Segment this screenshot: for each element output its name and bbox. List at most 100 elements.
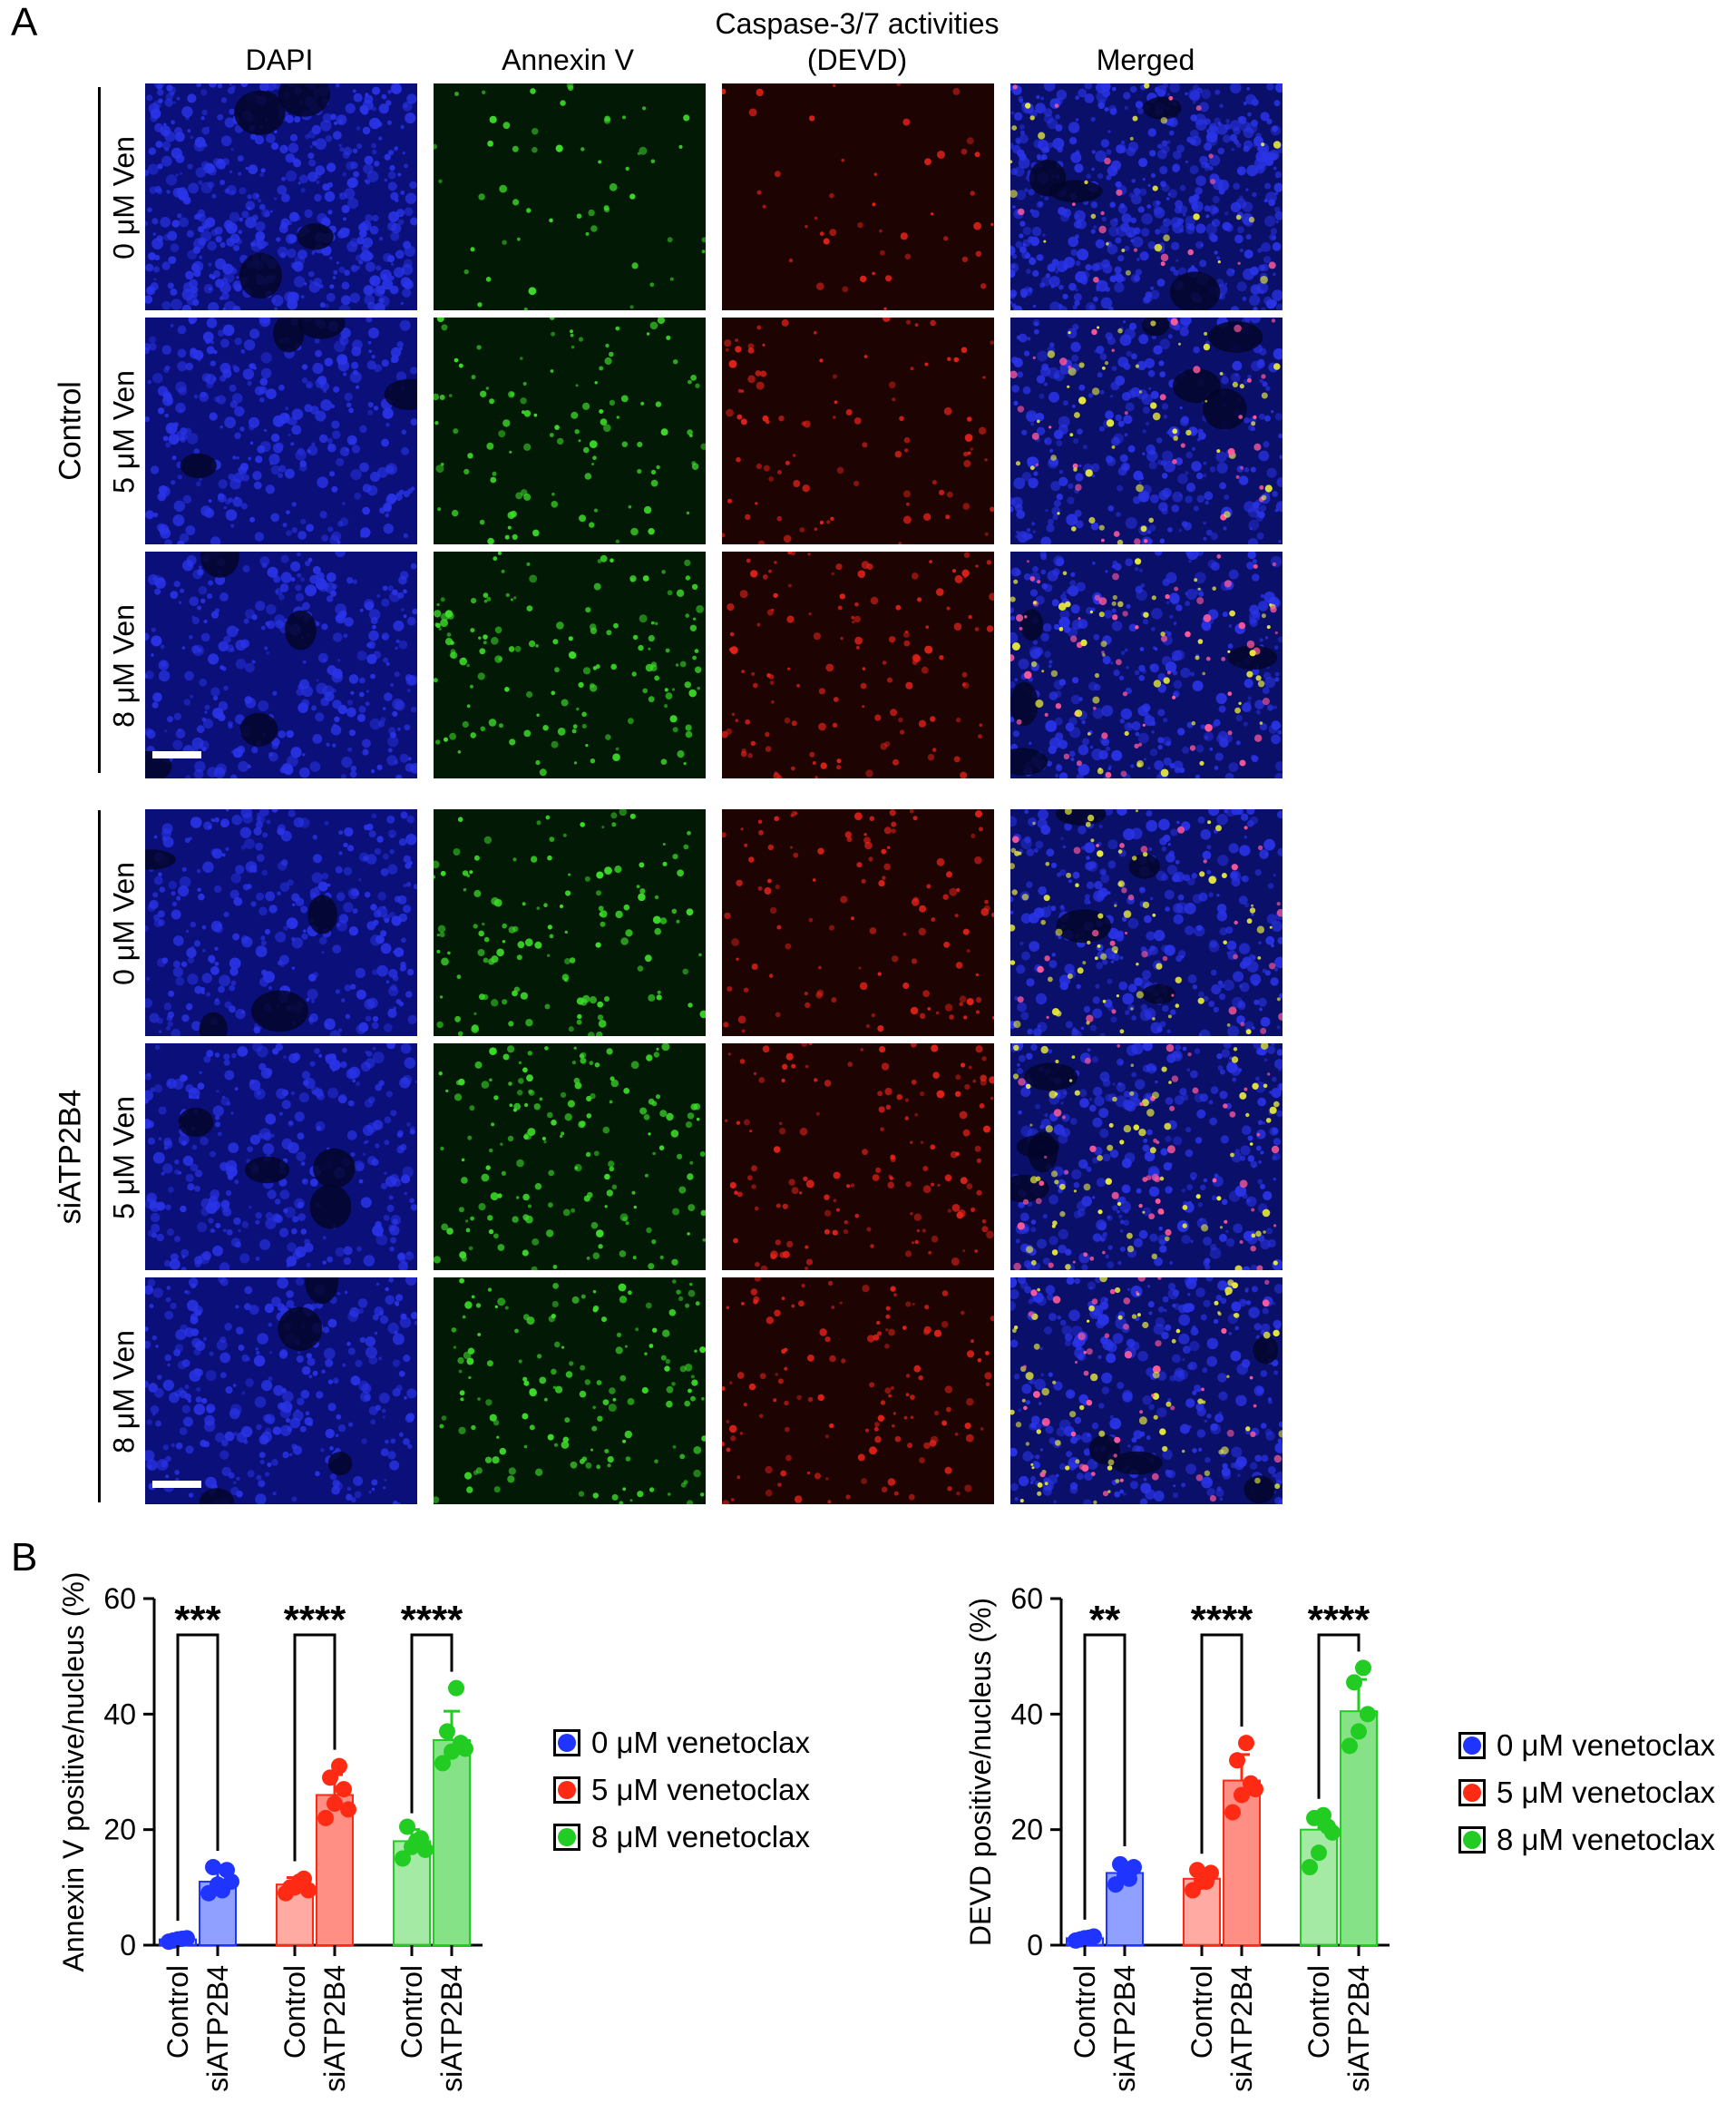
legend-marker	[553, 1729, 580, 1756]
micrograph-annexin-row-4	[434, 1043, 706, 1270]
data-point	[399, 1818, 415, 1835]
significance-bracket	[1200, 1633, 1243, 1854]
data-point	[331, 1757, 347, 1775]
micrograph-devd-row-5	[722, 1277, 994, 1504]
data-point	[1346, 1674, 1362, 1691]
y-tick-label: 60	[103, 1582, 136, 1615]
column-header-merged: Merged	[1096, 44, 1195, 76]
significance-label: **	[1089, 1598, 1121, 1642]
significance-bracket	[293, 1633, 336, 1862]
legend-label: 5 μM venetoclax	[591, 1773, 810, 1806]
column-header-annexin: Annexin V	[502, 44, 634, 76]
legend-marker	[1458, 1732, 1486, 1759]
scale-bar	[152, 751, 201, 758]
micrograph-merged-row-2	[1010, 552, 1282, 778]
data-point	[1081, 1929, 1097, 1946]
micrograph-devd-row-0	[722, 83, 994, 310]
legend-item-2: 8 μM venetoclax	[553, 1820, 810, 1854]
significance-label: ****	[401, 1598, 463, 1642]
legend-label: 5 μM venetoclax	[1497, 1776, 1715, 1809]
data-point	[1360, 1706, 1376, 1723]
y-tick-label: 40	[1010, 1697, 1043, 1730]
data-point	[1311, 1844, 1327, 1862]
significance-label: ****	[1191, 1598, 1253, 1642]
legend-marker	[553, 1776, 580, 1804]
column-header-caspase-line2: (DEVD)	[806, 44, 908, 76]
micrograph-annexin-row-1	[434, 318, 706, 544]
data-point	[174, 1930, 190, 1947]
y-tick-label: 20	[1010, 1814, 1043, 1846]
significance-bracket	[410, 1633, 454, 1814]
y-tick-label: 0	[1027, 1929, 1043, 1961]
legend-label: 8 μM venetoclax	[591, 1820, 810, 1854]
legend-dot	[1463, 1736, 1481, 1755]
x-tick-label: Control	[395, 1965, 428, 2059]
micrograph-annexin-row-0	[434, 83, 706, 310]
data-point	[1247, 1781, 1263, 1798]
data-point	[1355, 1659, 1371, 1677]
column-header-dapi: DAPI	[245, 44, 314, 76]
significance-bracket	[176, 1633, 219, 1922]
legend-label: 8 μM venetoclax	[1497, 1823, 1715, 1856]
micrograph-annexin-row-5	[434, 1277, 706, 1504]
x-tick-label: Control	[161, 1965, 194, 2059]
x-tick-label: siATP2B4	[318, 1965, 351, 2092]
annexin-bar-chart: 0 20 40 60 Annexin V positive/nucleus (%) Con…	[57, 1571, 483, 2092]
legend-label: 0 μM venetoclax	[1497, 1728, 1715, 1762]
data-point	[457, 1740, 473, 1757]
row-label-control-5: 5 μM Ven	[107, 370, 141, 494]
significance-label: ***	[174, 1598, 221, 1642]
legend-dot	[558, 1781, 576, 1799]
column-header-caspase-line1: Caspase-3/7 activities	[715, 7, 1000, 40]
data-point	[1315, 1806, 1331, 1824]
micrograph-devd-row-4	[722, 1043, 994, 1270]
legend-dot	[558, 1734, 576, 1752]
data-point	[1341, 1737, 1358, 1755]
data-point	[205, 1859, 221, 1876]
micrograph-dapi-row-4	[145, 1043, 417, 1270]
y-tick-label: 0	[120, 1929, 136, 1961]
x-tick-label: siATP2B4	[1225, 1965, 1258, 2092]
data-point	[1112, 1855, 1128, 1873]
x-tick-label: Control	[278, 1965, 311, 2059]
micrograph-merged-row-1	[1010, 318, 1282, 544]
legend-marker	[553, 1824, 580, 1851]
micrograph-devd-row-2	[722, 552, 994, 778]
legend-item-0: 0 μM venetoclax	[1458, 1728, 1715, 1763]
x-tick-label: siATP2B4	[201, 1965, 234, 2092]
control-group-label: Control	[53, 381, 88, 481]
significance-label: ****	[1308, 1598, 1370, 1642]
micrograph-merged-row-0	[1010, 83, 1282, 310]
x-tick-label: siATP2B4	[1342, 1965, 1375, 2092]
legend-dot	[1463, 1831, 1481, 1849]
micrograph-devd-row-1	[722, 318, 994, 544]
data-point	[1351, 1723, 1367, 1740]
y-tick-label: 20	[103, 1814, 136, 1846]
data-point	[439, 1723, 455, 1740]
row-label-siatp2b4-0: 0 μM Ven	[107, 862, 141, 985]
x-tick-label: siATP2B4	[435, 1965, 468, 2092]
legend-marker	[1458, 1826, 1486, 1854]
x-tick-label: siATP2B4	[1108, 1965, 1141, 2092]
micrograph-dapi-row-0	[145, 83, 417, 310]
siatp2b4-group-bracket	[98, 810, 101, 1502]
data-point	[1229, 1752, 1245, 1769]
data-point	[1302, 1859, 1318, 1876]
row-label-siatp2b4-5: 5 μM Ven	[107, 1096, 141, 1219]
micrograph-dapi-row-1	[145, 318, 417, 544]
scale-bar	[152, 1481, 201, 1488]
significance-bracket	[1083, 1633, 1126, 1920]
data-point	[395, 1850, 411, 1867]
y-axis-label: DEVD positive/nucleus (%)	[964, 1598, 997, 1946]
x-tick-label: Control	[1068, 1965, 1101, 2059]
micrograph-dapi-row-3	[145, 809, 417, 1036]
data-point	[327, 1795, 343, 1813]
x-tick-label: Control	[1185, 1965, 1218, 2059]
data-point	[434, 1755, 451, 1772]
y-tick-label: 40	[103, 1697, 136, 1730]
data-point	[448, 1679, 464, 1697]
bar	[433, 1738, 471, 1946]
panel-a-letter: A	[11, 0, 38, 44]
data-point	[300, 1882, 317, 1899]
